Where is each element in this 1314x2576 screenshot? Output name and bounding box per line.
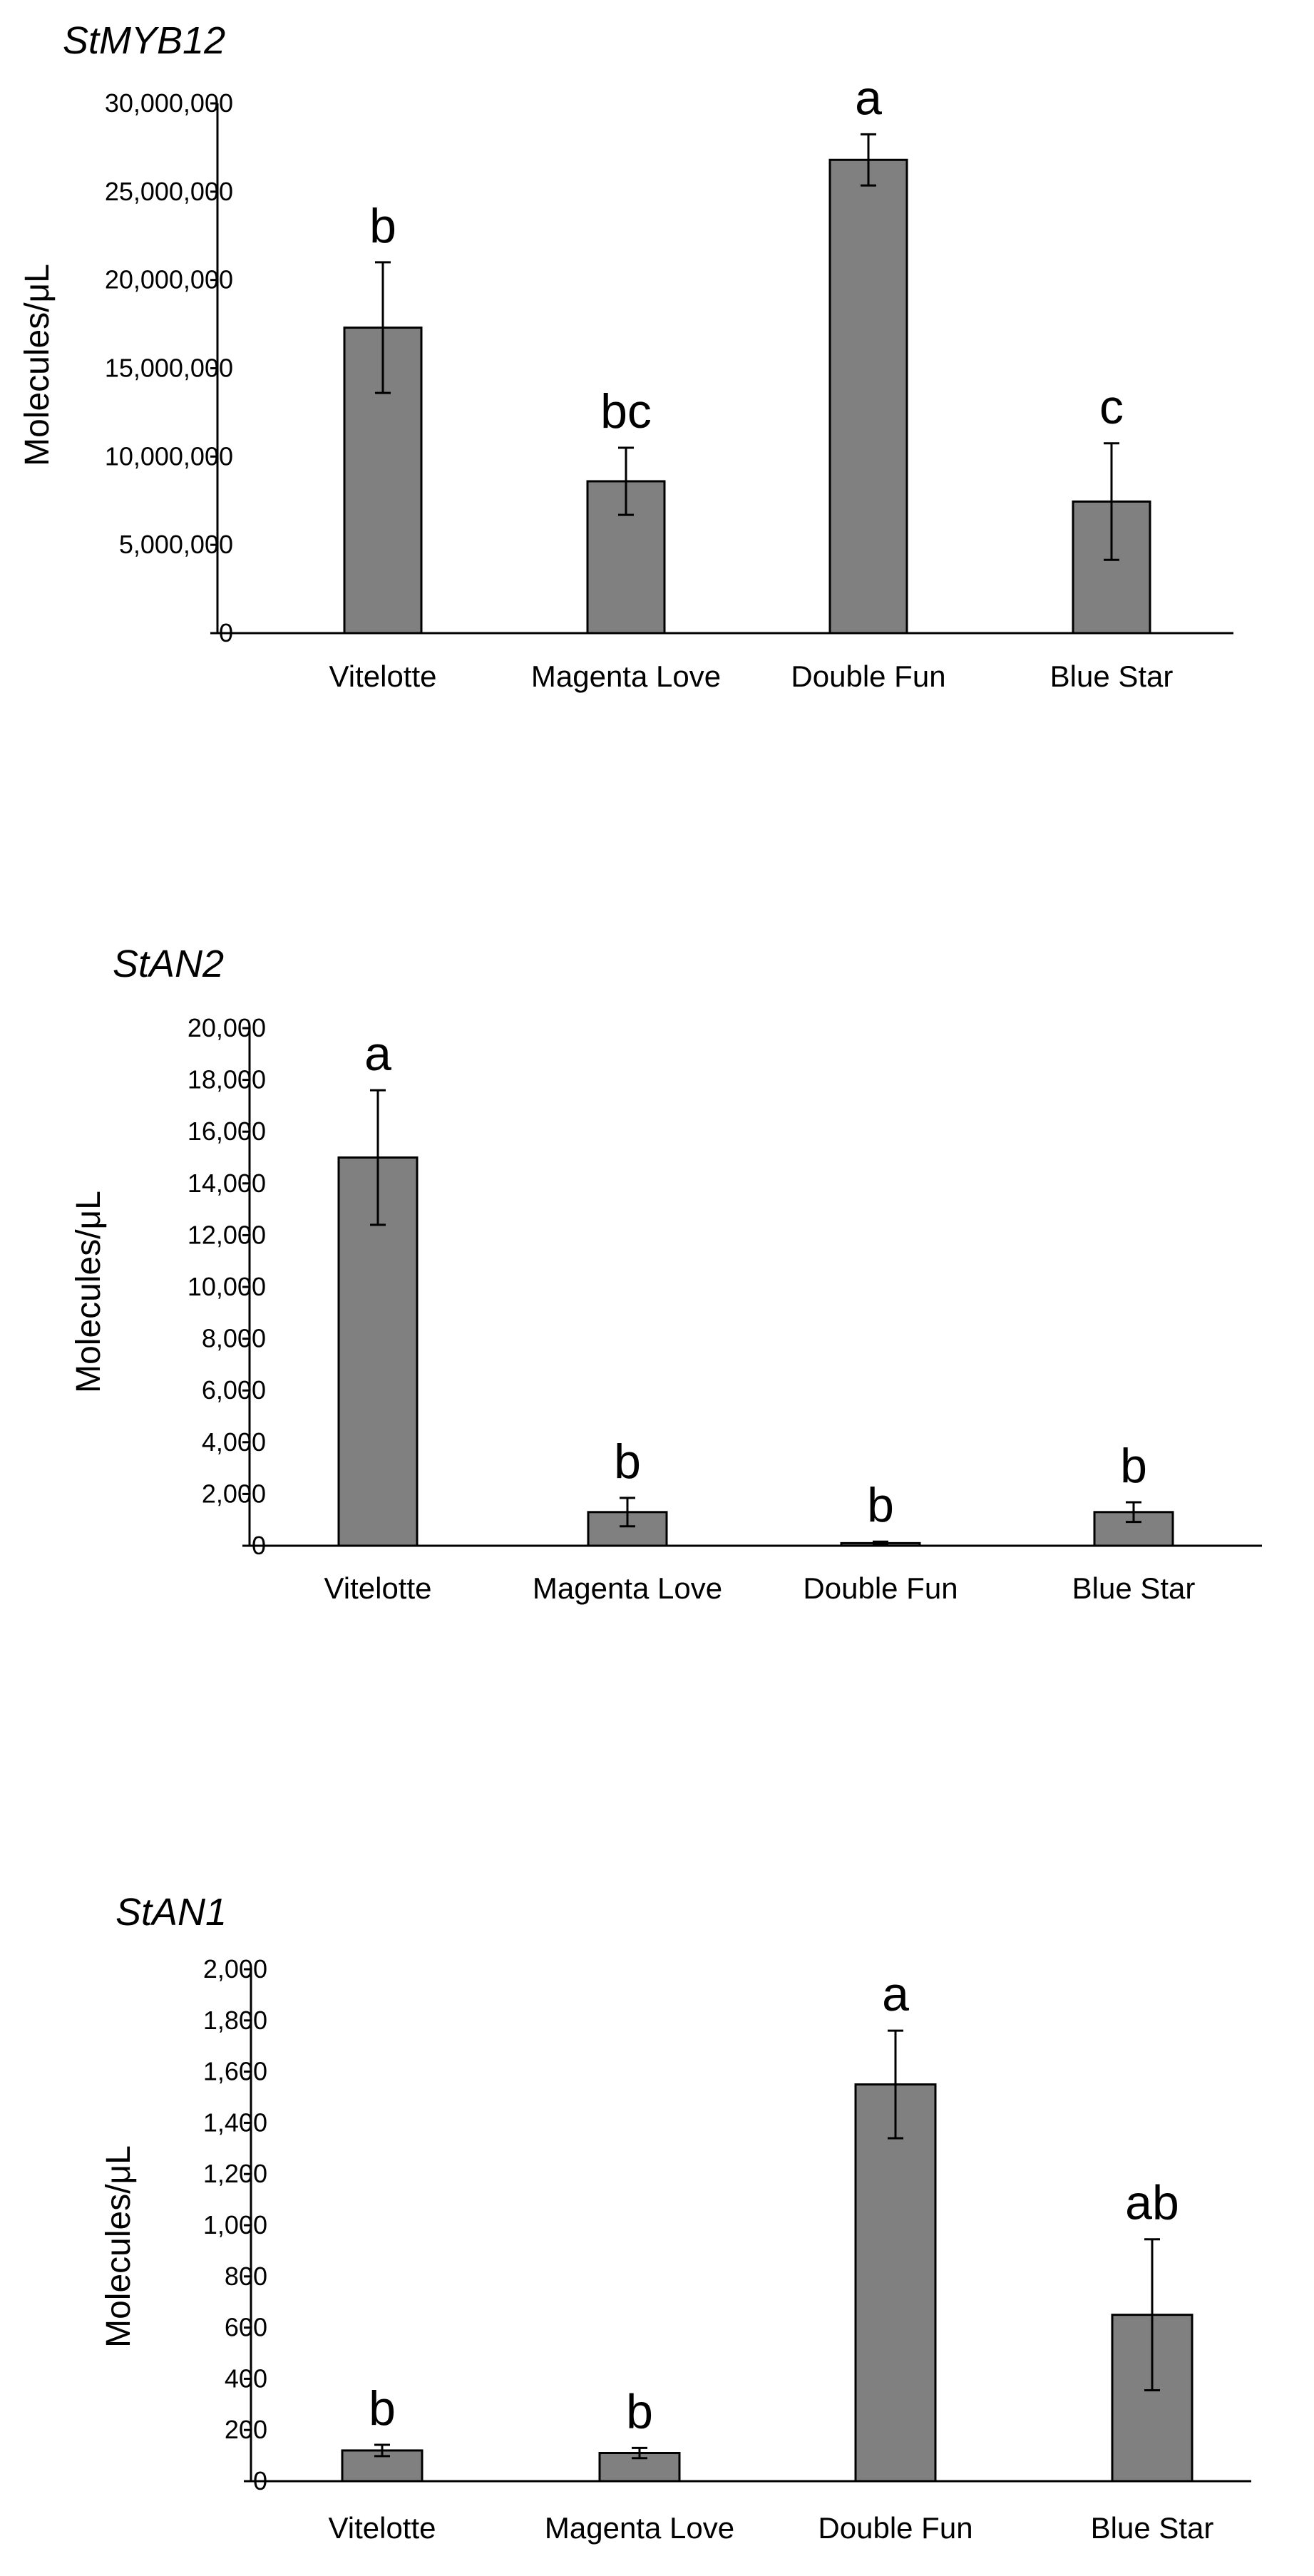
y-tick-label: 10,000 (188, 1272, 266, 1301)
y-tick-label: 600 (225, 2313, 267, 2342)
y-tick-label: 1,400 (203, 2108, 267, 2137)
category-labels: Vitelotte Magenta Love Double Fun Blue Star (329, 2511, 1214, 2545)
significance-letter-vitelotte: a (364, 1027, 391, 1081)
category-label-double-fun: Double Fun (791, 660, 945, 693)
y-tick-label: 1,800 (203, 2006, 267, 2035)
y-tick-label: 6,000 (202, 1375, 266, 1405)
y-ticks: 0 200 400 600 800 1,000 1,200 1,400 1,600 1,800 2,… (203, 1954, 267, 2495)
bars (343, 158, 1151, 635)
y-tick-label: 14,000 (188, 1169, 266, 1198)
category-label-double-fun: Double Fun (803, 1571, 958, 1605)
bar-double-fun (854, 2083, 937, 2483)
y-axis-label: Molecules/μL (70, 1191, 108, 1393)
error-bars (370, 1089, 1141, 1546)
bars (337, 1156, 1174, 1547)
y-ticks: 0 2,000 4,000 6,000 8,000 10,000 12,000 14,000 1… (188, 1013, 266, 1560)
y-tick-label: 12,000 (188, 1220, 266, 1249)
y-tick-label: 25,000,000 (105, 177, 233, 206)
y-tick-label: 400 (225, 2364, 267, 2393)
y-ticks: 0 5,000,000 10,000,000 15,000,000 20,000,000… (105, 88, 233, 647)
significance-letter-blue-star: c (1099, 380, 1124, 434)
y-tick-label: 1,000 (203, 2210, 267, 2239)
significance-letter-double-fun: a (882, 1967, 909, 2021)
significance-letter-vitelotte: b (369, 199, 396, 253)
bar-double-fun (828, 158, 908, 635)
significance-letter-vitelotte: b (369, 2381, 396, 2436)
category-label-vitelotte: Vitelotte (324, 1571, 432, 1605)
y-tick-label: 1,600 (203, 2057, 267, 2086)
category-label-blue-star: Blue Star (1072, 1571, 1196, 1605)
chart-panel-stan1: StAN1 Molecules/μL 0 200 400 600 800 1,000 1,2… (100, 1891, 1251, 2545)
y-tick-label: 15,000,000 (105, 354, 233, 383)
chart-panel-stan2: StAN2 Molecules/μL 0 2,000 4,000 6,000 8,000… (70, 943, 1262, 1605)
significance-letter-magenta-love: b (614, 1435, 641, 1489)
significance-letter-magenta-love: bc (600, 384, 652, 438)
y-tick-label: 10,000,000 (105, 441, 233, 471)
y-tick-label: 20,000 (188, 1013, 266, 1042)
y-tick-label: 16,000 (188, 1117, 266, 1146)
axes (250, 1969, 1251, 2483)
y-tick-label: 1,200 (203, 2159, 267, 2188)
category-labels: Vitelotte Magenta Love Double Fun Blue Star (329, 660, 1174, 693)
chart-panel-stmyb12: StMYB12 Molecules/μL 0 5,000,000 10,000,00… (19, 19, 1233, 693)
y-tick-label: 18,000 (188, 1065, 266, 1094)
y-tick-label: 200 (225, 2415, 267, 2444)
y-axis-label: Molecules/μL (19, 264, 56, 466)
category-label-magenta-love: Magenta Love (545, 2511, 734, 2545)
error-bars (375, 133, 1119, 561)
chart-title: StAN2 (113, 943, 224, 985)
significance-letters: b bc a c (369, 71, 1124, 438)
significance-letters: a b b b (364, 1027, 1147, 1532)
y-tick-label: 2,000 (203, 1954, 267, 1984)
y-tick-label: 4,000 (202, 1427, 266, 1457)
chart-title: StAN1 (116, 1891, 227, 1934)
significance-letter-blue-star: b (1120, 1439, 1147, 1493)
y-tick-label: 30,000,000 (105, 88, 233, 118)
chart-title: StMYB12 (63, 19, 225, 62)
y-tick-label: 2,000 (202, 1479, 266, 1508)
category-label-double-fun: Double Fun (818, 2511, 972, 2545)
y-axis-label: Molecules/μL (100, 2145, 138, 2348)
y-tick-label: 8,000 (202, 1324, 266, 1353)
y-tick-label: 20,000,000 (105, 265, 233, 294)
category-label-blue-star: Blue Star (1091, 2511, 1214, 2545)
y-tick-label: 0 (252, 1531, 266, 1560)
category-label-blue-star: Blue Star (1050, 660, 1174, 693)
bars (341, 2083, 1194, 2483)
category-label-vitelotte: Vitelotte (329, 2511, 436, 2545)
category-label-vitelotte: Vitelotte (329, 660, 437, 693)
significance-letter-double-fun: a (855, 71, 882, 125)
y-tick-label: 5,000,000 (119, 530, 233, 559)
error-bars (374, 2029, 1160, 2460)
y-tick-label: 800 (225, 2262, 267, 2291)
y-tick-label: 0 (253, 2466, 267, 2495)
category-label-magenta-love: Magenta Love (533, 1571, 722, 1605)
category-label-magenta-love: Magenta Love (531, 660, 721, 693)
category-labels: Vitelotte Magenta Love Double Fun Blue Star (324, 1571, 1196, 1605)
significance-letter-blue-star: ab (1125, 2176, 1179, 2230)
significance-letter-magenta-love: b (626, 2384, 653, 2438)
significance-letter-double-fun: b (867, 1478, 894, 1532)
y-tick-label: 0 (219, 618, 233, 647)
significance-letters: b b a ab (369, 1967, 1179, 2438)
